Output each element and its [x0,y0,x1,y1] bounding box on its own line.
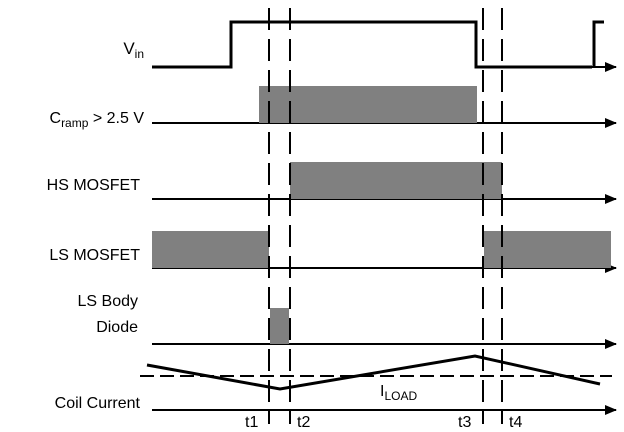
iload-label: ILOAD [380,383,418,403]
body-diode-label-line2: Diode [96,319,138,336]
t3-label: t3 [458,414,472,431]
coil-current-waveform [146,354,601,391]
hs-on-pulse [290,162,502,199]
ls-on-pulse-1 [152,231,269,268]
diode-conduction-pulse [270,308,289,344]
hs-mosfet-label: HS MOSFET [46,177,140,194]
timing-marker-lines [268,8,503,424]
ls-mosfet-label: LS MOSFET [49,247,140,264]
t4-label: t4 [509,414,523,431]
body-diode-label-line1: LS Body [77,293,138,310]
t2-label: t2 [297,414,311,431]
vin-label: Vin [123,39,144,61]
cramp-label: Cramp > 2.5 V [49,110,145,130]
t1-label: t1 [245,414,259,431]
vin-trace [152,20,604,69]
coil-current-label: Coil Current [54,395,140,412]
ls-on-pulse-2 [484,231,611,268]
cramp-high-pulse [259,86,477,123]
